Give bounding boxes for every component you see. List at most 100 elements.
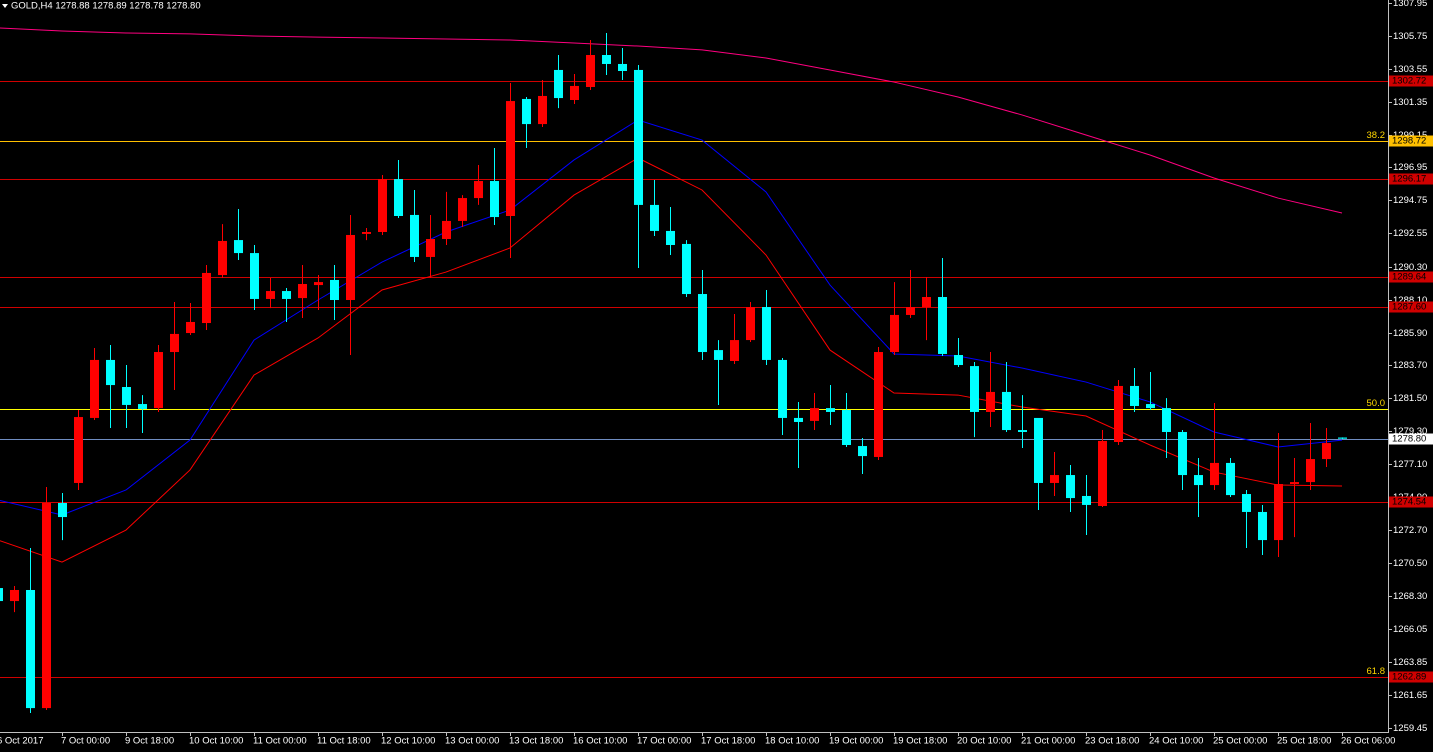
candle-body xyxy=(506,101,515,216)
candle-body xyxy=(122,387,131,405)
candle-body xyxy=(986,391,995,412)
x-tick-label: 17 Oct 00:00 xyxy=(637,736,691,747)
candle-body xyxy=(1114,385,1123,443)
candle-body xyxy=(874,352,883,457)
price-tag-label: 1287.60 xyxy=(1392,302,1426,313)
candle-body xyxy=(570,85,579,101)
candle-body xyxy=(858,446,867,457)
x-tick-label: 13 Oct 00:00 xyxy=(445,736,499,747)
price-tag xyxy=(1389,75,1433,87)
y-tick-label: 1263.85 xyxy=(1393,657,1427,668)
candle-body xyxy=(250,253,259,299)
price-tag xyxy=(1389,135,1433,147)
y-tick-label: 1305.75 xyxy=(1393,31,1427,42)
candle-body xyxy=(810,408,819,421)
candle-body xyxy=(282,291,291,299)
x-tick-label: 10 Oct 10:00 xyxy=(189,736,243,747)
candle-body xyxy=(1306,459,1315,483)
x-tick-label: 16 Oct 10:00 xyxy=(573,736,627,747)
price-tag xyxy=(1389,173,1433,185)
candle-body xyxy=(1290,482,1299,485)
x-tick-label: 17 Oct 18:00 xyxy=(701,736,755,747)
candle-body xyxy=(762,307,771,360)
y-tick-label: 1288.10 xyxy=(1393,295,1427,306)
candle-body xyxy=(826,408,835,412)
chart-title: GOLD,H4 1278.88 1278.89 1278.78 1278.80 xyxy=(11,1,201,12)
candle-body xyxy=(154,352,163,409)
y-tick-label: 1272.70 xyxy=(1393,525,1427,536)
x-tick-label: 23 Oct 18:00 xyxy=(1085,736,1139,747)
y-tick-label: 1268.30 xyxy=(1393,591,1427,602)
candle-body xyxy=(170,333,179,353)
candle-body xyxy=(1242,494,1251,512)
candle-body xyxy=(922,297,931,308)
candle-body xyxy=(298,284,307,299)
y-tick-label: 1261.65 xyxy=(1393,690,1427,701)
price-tag xyxy=(1389,433,1433,445)
candle-body xyxy=(1098,440,1107,506)
y-tick-label: 1270.50 xyxy=(1393,558,1427,569)
price-tag xyxy=(1389,271,1433,283)
candle-body xyxy=(42,502,51,709)
y-tick-label: 1259.45 xyxy=(1393,723,1427,734)
moving-average-line xyxy=(0,27,1343,214)
x-tick-label: 25 Oct 00:00 xyxy=(1213,736,1267,747)
price-tag-label: 1296.17 xyxy=(1392,174,1426,185)
candle-body xyxy=(618,63,627,72)
plot-area: 38.2 50.0 61.8 xyxy=(0,27,1388,714)
x-tick-label: 19 Oct 00:00 xyxy=(829,736,883,747)
candle-body xyxy=(650,204,659,231)
y-tick-label: 1279.30 xyxy=(1393,426,1427,437)
x-tick-label: 24 Oct 10:00 xyxy=(1149,736,1203,747)
candle-body xyxy=(538,95,547,125)
y-tick-label: 1296.95 xyxy=(1393,162,1427,173)
candle-body xyxy=(490,181,499,218)
candle-body xyxy=(746,307,755,341)
candle-body xyxy=(1194,475,1203,486)
y-tick-label: 1303.55 xyxy=(1393,64,1427,75)
candle-body xyxy=(954,355,963,366)
candle-body xyxy=(1210,462,1219,486)
candle-body xyxy=(1226,462,1235,496)
candle-body xyxy=(666,230,675,245)
price-tag-label: 1278.80 xyxy=(1392,434,1426,445)
y-tick-label: 1290.30 xyxy=(1393,262,1427,273)
candle-body xyxy=(218,240,227,276)
x-tick-label: 19 Oct 18:00 xyxy=(893,736,947,747)
price-tag-label: 1302.72 xyxy=(1392,76,1426,87)
y-tick-label: 1292.55 xyxy=(1393,228,1427,239)
candle-body xyxy=(1130,385,1139,406)
x-tick-label: 11 Oct 00:00 xyxy=(253,736,307,747)
y-tick-label: 1281.50 xyxy=(1393,393,1427,404)
price-tag xyxy=(1389,671,1433,683)
candle-body xyxy=(554,69,563,99)
candle-body xyxy=(602,55,611,64)
candle-body xyxy=(890,314,899,353)
x-tick-label: 20 Oct 10:00 xyxy=(957,736,1011,747)
candle-body xyxy=(1322,443,1331,460)
candle-body xyxy=(10,589,19,602)
x-tick-label: 9 Oct 18:00 xyxy=(125,736,174,747)
candle-body xyxy=(714,350,723,360)
candle-body xyxy=(394,179,403,216)
candle-body xyxy=(1034,417,1043,483)
x-tick-label: 25 Oct 18:00 xyxy=(1277,736,1331,747)
x-tick-label: 11 Oct 18:00 xyxy=(317,736,371,747)
menu-arrow xyxy=(2,4,8,8)
price-tag-label: 1289.64 xyxy=(1392,272,1426,283)
candle-body xyxy=(586,55,595,87)
fib-label: 50.0 xyxy=(1367,398,1386,409)
x-tick-label: 18 Oct 10:00 xyxy=(765,736,819,747)
x-tick-label: 26 Oct 06:00 xyxy=(1341,736,1395,747)
candle-body xyxy=(970,366,979,412)
candle-body xyxy=(234,240,243,254)
candle-body xyxy=(0,588,3,602)
candle-body xyxy=(474,181,483,199)
candle-body xyxy=(1002,391,1011,431)
y-tick-label: 1294.75 xyxy=(1393,195,1427,206)
candle-body xyxy=(74,417,83,483)
candle-body xyxy=(522,98,531,125)
candle-body xyxy=(90,359,99,418)
